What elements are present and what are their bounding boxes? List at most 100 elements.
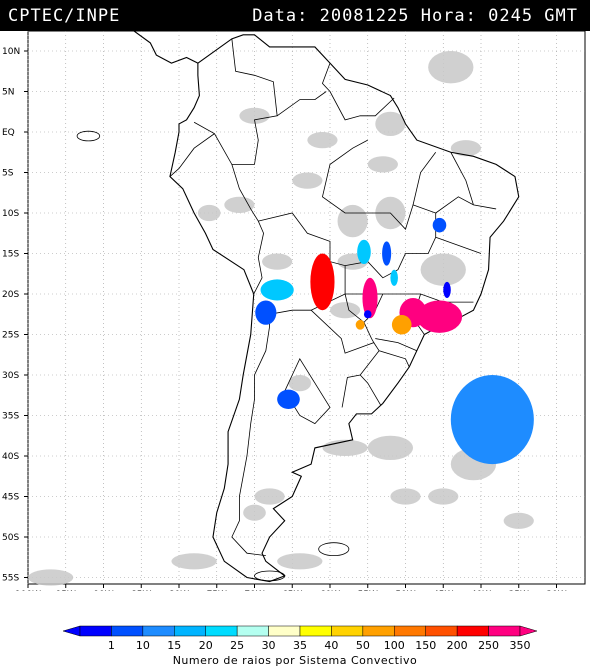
political-border: [378, 350, 410, 368]
lon-label: 100W: [15, 590, 41, 591]
legend-caption: Numero de raios por Sistema Convectivo: [172, 654, 418, 667]
lat-label: 20S: [2, 290, 19, 300]
cloud-patch: [390, 488, 421, 505]
cloud-patch: [292, 172, 323, 189]
lon-label: 95W: [56, 590, 76, 591]
political-border: [435, 196, 497, 214]
political-border: [284, 357, 331, 425]
cloud-patch: [239, 107, 270, 124]
cloud-patch: [288, 375, 312, 392]
cloud-patch: [262, 253, 293, 270]
central-america-coastline: [132, 31, 199, 64]
legend-value-label: 40: [324, 639, 338, 652]
lon-label: 70W: [244, 590, 264, 591]
cloud-patch: [243, 504, 266, 521]
political-border: [231, 164, 264, 295]
lon-label: 85W: [131, 590, 151, 591]
legend-value-label: 350: [510, 639, 531, 652]
convective-system: [357, 239, 371, 265]
convective-system: [355, 319, 365, 330]
cloud-patch: [277, 553, 323, 570]
cloud-patch: [375, 111, 406, 137]
cloud-patch: [420, 253, 466, 286]
legend-swatch: [79, 625, 112, 637]
convective-system: [390, 269, 398, 286]
cloud-patch: [171, 553, 217, 570]
lat-label: 50S: [2, 533, 19, 543]
legend-value-label: 150: [415, 639, 436, 652]
lat-label: 45S: [2, 493, 19, 503]
convective-system: [255, 300, 277, 325]
color-legend: 1 10 15 20 25 30 35 40 50 100 150 200 250 350: [62, 625, 538, 652]
convective-system: [391, 315, 412, 335]
south-america-coastline: [169, 34, 520, 583]
cloud-patch: [428, 51, 474, 84]
convective-system: [450, 375, 534, 465]
legend-swatch: [142, 625, 175, 637]
legend-labels: 1 10 15 20 25 30 35 40 50 100 150 200 250 350: [108, 639, 531, 652]
legend-swatch: [425, 625, 458, 637]
legend-arrow-right: [519, 625, 538, 637]
lat-label: 5N: [2, 88, 14, 98]
latitude-labels: 10N 5N EQ 5S 10S 15S 20S 25S 30S 35S 40S 45S 50S 55S: [2, 47, 20, 584]
convective-system: [277, 389, 300, 410]
lightning-map: 10N5NEQ5S10S15S20S25S30S35S40S45S50S55S …: [2, 31, 586, 591]
cloud-patch: [307, 132, 338, 149]
legend-swatch: [268, 625, 301, 637]
lon-label: 30W: [546, 590, 566, 591]
political-border: [310, 293, 375, 354]
political-border: [321, 139, 437, 279]
legend-swatch: [362, 625, 395, 637]
convective-system: [382, 241, 392, 266]
political-border: [276, 91, 327, 117]
legend-value-label: 15: [167, 639, 181, 652]
cloud-patch: [330, 302, 361, 319]
lon-label: 90W: [93, 590, 113, 591]
lon-label: 65W: [282, 590, 302, 591]
lat-label: 25S: [2, 331, 19, 341]
cloud-patch: [503, 512, 534, 529]
legend-swatch: [174, 625, 206, 637]
legend-value-label: 1: [108, 639, 115, 652]
cloud-patch: [224, 196, 255, 213]
cloud-patch: [254, 488, 285, 505]
legend-value-label: 50: [356, 639, 370, 652]
legend-swatch: [331, 625, 364, 637]
continent-outline: [76, 31, 520, 583]
longitude-labels: 100W 95W 90W 85W 80W 75W 70W 65W 60W 55W 50W 45W 40W…: [15, 590, 567, 591]
cloud-patch: [337, 204, 368, 238]
legend-swatch: [299, 625, 332, 637]
political-border: [412, 152, 437, 205]
legend-colorbar: [62, 625, 538, 637]
lon-label: 35W: [509, 590, 529, 591]
lat-label: EQ: [2, 128, 15, 138]
island-outline: [254, 570, 286, 582]
cloud-patch: [428, 488, 459, 505]
convective-system: [432, 217, 447, 233]
cloud-patch: [322, 439, 368, 456]
convective-system: [260, 279, 294, 301]
legend-value-label: 20: [199, 639, 213, 652]
political-border: [231, 314, 271, 557]
lat-label: 40S: [2, 452, 19, 462]
legend-arrow-left: [62, 625, 81, 637]
island-outline: [76, 130, 101, 142]
political-border: [341, 342, 380, 408]
cloud-patch: [450, 140, 481, 157]
convective-system: [443, 281, 451, 299]
datetime-label: Data: 20081225 Hora: 0245 GMT: [252, 6, 578, 26]
political-border: [321, 63, 395, 121]
legend-value-label: 35: [293, 639, 307, 652]
legend-swatch: [111, 625, 144, 637]
legend-value-label: 30: [262, 639, 276, 652]
map-frame: [27, 31, 586, 585]
cloud-patch: [28, 569, 74, 586]
lon-label: 45W: [433, 590, 453, 591]
lon-label: 75W: [207, 590, 227, 591]
legend-value-label: 25: [230, 639, 244, 652]
cloud-patch: [367, 435, 414, 461]
legend-value-label: 100: [384, 639, 405, 652]
convective-system: [310, 253, 335, 311]
lon-label: 40W: [471, 590, 491, 591]
political-border: [435, 236, 482, 254]
